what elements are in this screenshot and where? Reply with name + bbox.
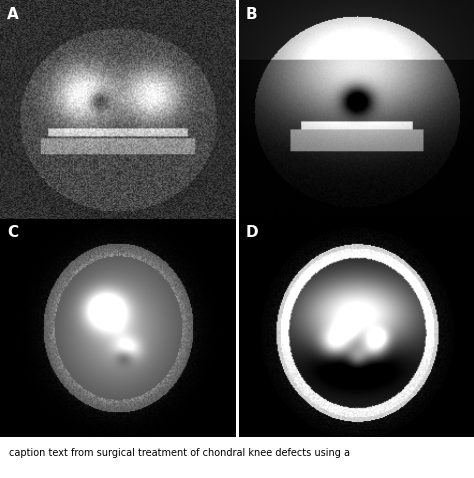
Text: C: C [7, 225, 18, 240]
Text: B: B [246, 7, 257, 22]
Text: D: D [246, 225, 259, 240]
Text: caption text from surgical treatment of chondral knee defects using a: caption text from surgical treatment of … [9, 447, 350, 457]
Text: A: A [7, 7, 19, 22]
